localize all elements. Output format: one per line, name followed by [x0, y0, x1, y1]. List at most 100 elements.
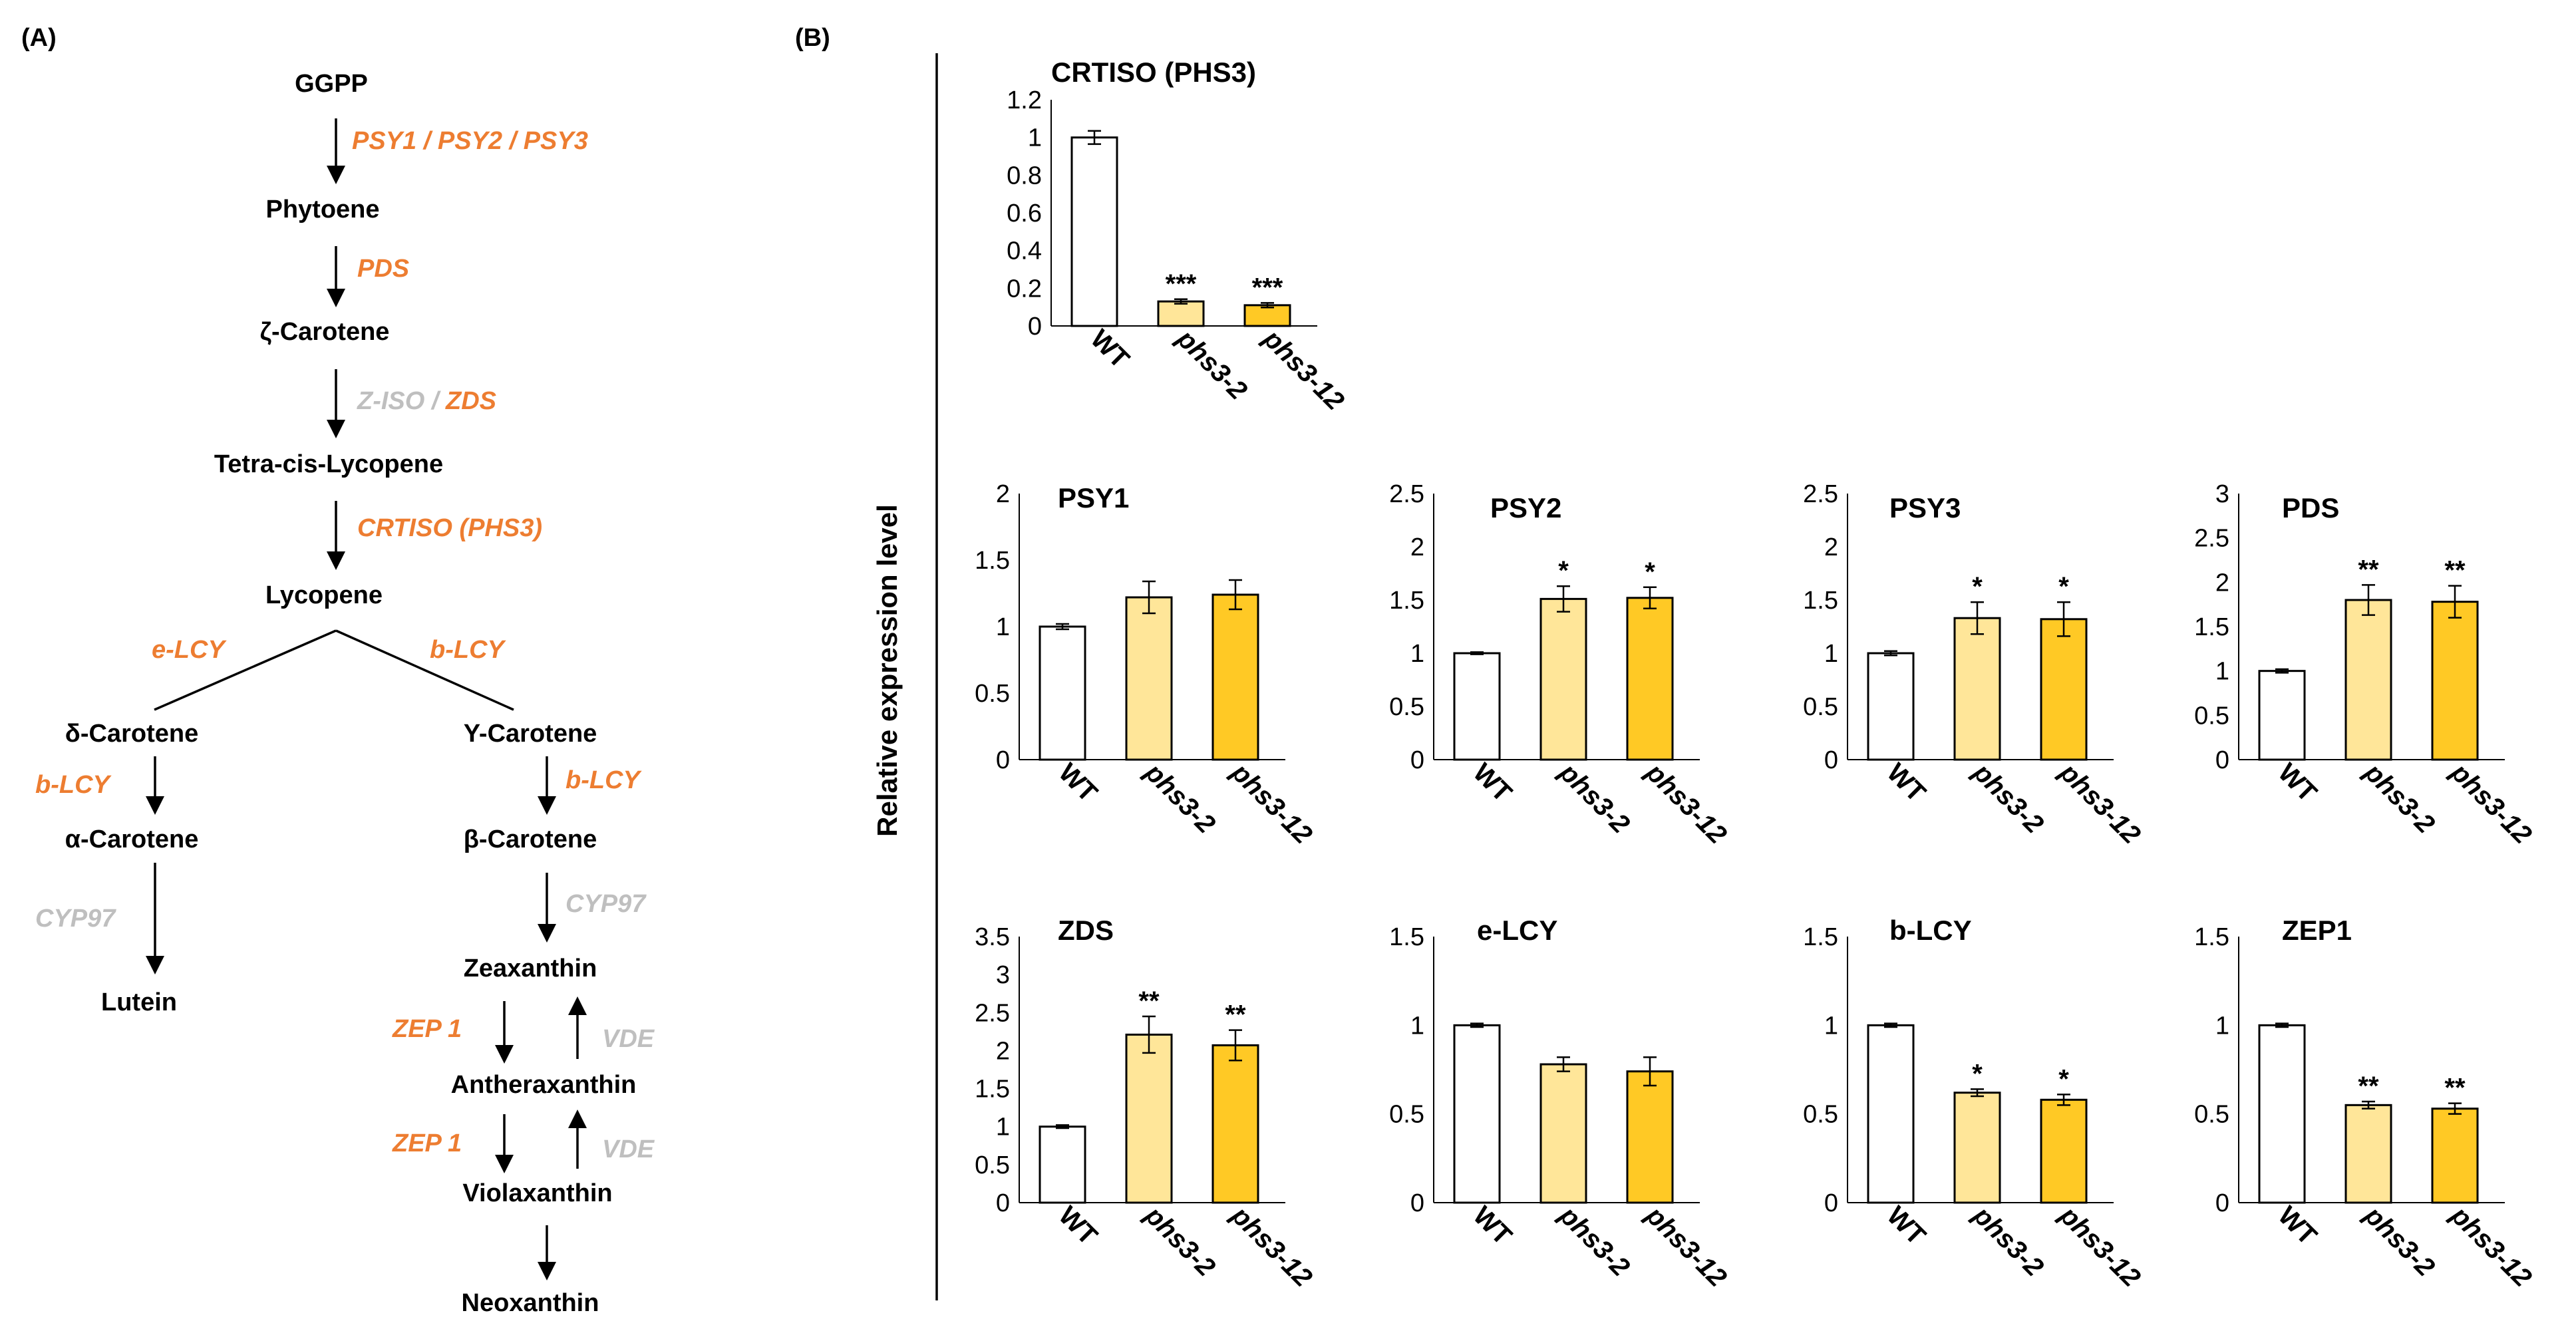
- bar-WT: [1867, 652, 1915, 761]
- bar-WT: [2258, 670, 2306, 761]
- x-tick-label: phs3-12: [2054, 1201, 2146, 1293]
- y-tick-label: 1.5: [975, 1076, 1010, 1104]
- y-tick-label: 1.5: [2194, 613, 2229, 641]
- bar-WT: [2258, 1024, 2306, 1204]
- bar-phs3-12: [2040, 618, 2088, 761]
- enzyme-zds: ZDS: [446, 387, 497, 415]
- y-tick-label: 0.8: [1007, 162, 1042, 190]
- metabolite-gamma-carotene: Y-Carotene: [463, 720, 597, 748]
- bar-WT: [1039, 625, 1086, 761]
- enzyme-vde-second: VDE: [602, 1135, 655, 1163]
- enzyme-blcy-branch: b-LCY: [430, 636, 504, 664]
- x-tick-label: WT: [2273, 758, 2323, 808]
- x-tick-label: phs3-12: [1640, 1201, 1732, 1293]
- y-tick-label: 0.4: [1007, 237, 1042, 265]
- enzyme-ziso: Z-ISO: [357, 387, 425, 415]
- x-tick-label: phs3-12: [2445, 1201, 2537, 1293]
- metabolite-lutein: Lutein: [101, 988, 177, 1016]
- y-tick-label: 3: [996, 961, 1010, 989]
- y-tick-label: 1: [996, 613, 1010, 641]
- y-tick-label: 1: [1824, 640, 1838, 668]
- panel-a-pathway: (A) GGPP Phytoene ζ-Carotene Tetra-cis-L…: [0, 0, 865, 1343]
- chart-title: PDS: [2282, 492, 2339, 523]
- x-tick-label: phs3-2: [1967, 758, 2049, 839]
- chart-title: ZDS: [1058, 915, 1114, 946]
- metabolite-phytoene: Phytoene: [265, 196, 380, 224]
- y-tick-label: 0.5: [1389, 1101, 1424, 1129]
- y-axis-label: Relative expression level: [872, 504, 903, 837]
- bar-phs3-2: [1539, 597, 1587, 761]
- x-tick-label: phs3-12: [1225, 758, 1318, 850]
- chart-title: b-LCY: [1889, 915, 1972, 946]
- bar-phs3-2: [2344, 599, 2392, 761]
- metabolite-neoxanthin: Neoxanthin: [461, 1289, 599, 1317]
- enzyme-blcy-left: b-LCY: [35, 771, 110, 799]
- x-tick-label: WT: [1085, 324, 1135, 374]
- y-tick-label: 0: [2215, 1189, 2229, 1217]
- y-tick-label: 1: [996, 1114, 1010, 1141]
- metabolite-beta-carotene: β-Carotene: [463, 825, 597, 853]
- significance-mark: *: [2058, 572, 2069, 601]
- y-tick-label: 1.5: [2194, 923, 2229, 951]
- x-tick-label: WT: [1053, 758, 1103, 808]
- chart-title: ZEP1: [2282, 915, 2352, 946]
- y-tick-label: 0: [1028, 313, 1042, 341]
- x-tick-label: phs3-2: [1553, 1201, 1635, 1282]
- enzyme-vde-first: VDE: [602, 1025, 655, 1053]
- significance-mark: *: [1972, 572, 1983, 601]
- panel-a-label: (A): [21, 24, 57, 52]
- chart-title: CRTISO (PHS3): [1051, 57, 1256, 88]
- bar-phs3-2: [1157, 300, 1205, 327]
- y-tick-label: 1: [1410, 1012, 1424, 1040]
- metabolite-zeta-carotene: ζ-Carotene: [259, 318, 390, 346]
- x-tick-label: WT: [1881, 1201, 1931, 1251]
- enzyme-cyp97-right: CYP97: [565, 890, 646, 918]
- y-tick-label: 2: [1824, 533, 1838, 561]
- y-tick-label: 1.5: [1803, 923, 1838, 951]
- y-tick-label: 0.5: [975, 1151, 1010, 1179]
- x-tick-label: phs3-2: [2358, 758, 2440, 839]
- y-tick-label: 1.5: [975, 547, 1010, 575]
- chart-psy2: PSY2 0 0.5 1 1.5 2 2.5 WT * phs3-2 * phs3-12: [1389, 480, 1732, 849]
- y-tick-label: 0.5: [2194, 1101, 2229, 1129]
- y-tick-label: 1: [2215, 658, 2229, 686]
- bar-phs3-12: [1626, 1070, 1674, 1204]
- chart-crtiso-phs3-: CRTISO (PHS3) 0 0.2 0.4 0.6 0.8 1 1.2 WT *** phs3-…: [1007, 57, 1349, 416]
- metabolite-delta-carotene: δ-Carotene: [65, 720, 199, 748]
- enzyme-separator: /: [424, 387, 446, 415]
- pathway-arrows: [146, 118, 587, 1280]
- significance-mark: *: [1972, 1059, 1983, 1088]
- significance-mark: *: [1558, 556, 1569, 585]
- significance-mark: ***: [1252, 273, 1283, 302]
- y-tick-label: 2: [1410, 533, 1424, 561]
- y-tick-label: 0: [2215, 746, 2229, 774]
- bar-phs3-12: [2040, 1098, 2088, 1204]
- significance-mark: *: [1645, 557, 1655, 587]
- bar-WT: [1453, 1024, 1501, 1204]
- bar-phs3-12: [2431, 601, 2479, 761]
- chart-pds: PDS 0 0.5 1 1.5 2 2.5 3 WT ** phs3-2 ** phs3-12: [2194, 480, 2537, 849]
- chart-zds: ZDS 0 0.5 1 1.5 2 2.5 3 3.5 WT ** phs3-2 ** phs3-12: [975, 915, 1317, 1292]
- x-tick-label: phs3-2: [1967, 1201, 2049, 1282]
- enzyme-blcy-right: b-LCY: [565, 766, 640, 794]
- y-tick-label: 0: [996, 1189, 1010, 1217]
- bar-WT: [1070, 136, 1118, 327]
- bar-phs3-2: [1953, 617, 2001, 761]
- y-tick-label: 1: [1410, 640, 1424, 668]
- bar-phs3-12: [1626, 597, 1674, 761]
- y-tick-label: 0.5: [1803, 693, 1838, 721]
- enzyme-zep1-second: ZEP 1: [393, 1129, 462, 1157]
- y-tick-label: 0: [1410, 1189, 1424, 1217]
- y-tick-label: 3: [2215, 480, 2229, 508]
- y-tick-label: 0: [1410, 746, 1424, 774]
- x-tick-label: phs3-2: [1171, 324, 1253, 406]
- enzyme-crtiso: CRTISO (PHS3): [357, 514, 543, 542]
- bar-phs3-12: [1211, 1044, 1259, 1204]
- enzyme-elcy: e-LCY: [152, 636, 225, 664]
- y-tick-label: 2: [996, 480, 1010, 508]
- panel-b-label: (B): [795, 24, 830, 52]
- chart-title: PSY3: [1889, 492, 1961, 523]
- enzyme-psy: PSY1 / PSY2 / PSY3: [352, 127, 588, 155]
- x-tick-label: phs3-2: [2358, 1201, 2440, 1282]
- enzyme-ziso-zds: Z-ISO / ZDS: [357, 388, 496, 414]
